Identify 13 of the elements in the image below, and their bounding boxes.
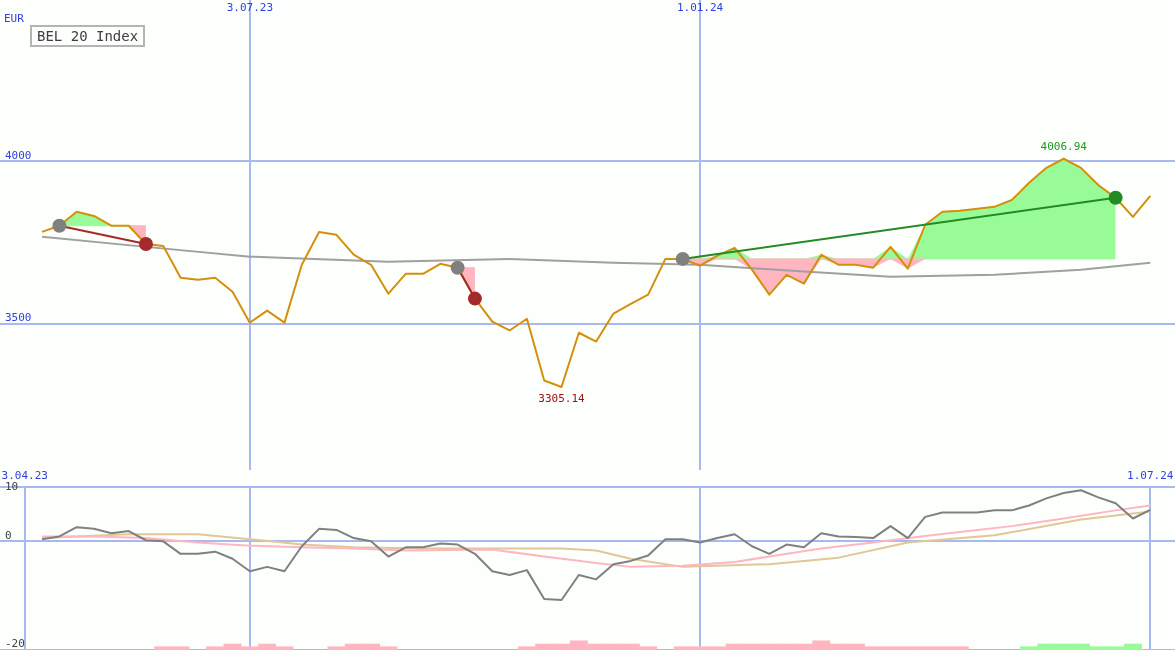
x-tick-label: 3.04.23 [1,468,48,482]
x-tick-label: 3.07.23 [226,0,274,14]
text: BEL 20 Index [30,25,146,47]
y-axis-title: EUR [4,12,24,25]
x-tick-label: 1.01.24 [676,0,724,14]
annotation: 3305.14 [538,391,586,405]
y-tick-label: -20 [5,636,25,650]
x-tick-label: 1.07.24 [1127,468,1174,482]
annotation: 4006.94 [1040,139,1088,153]
y-tick-label: 0 [5,529,12,543]
y-tick-label: 3500 [5,311,32,325]
y-tick-label: 10 [5,479,19,493]
y-tick-label: 4000 [5,148,32,162]
